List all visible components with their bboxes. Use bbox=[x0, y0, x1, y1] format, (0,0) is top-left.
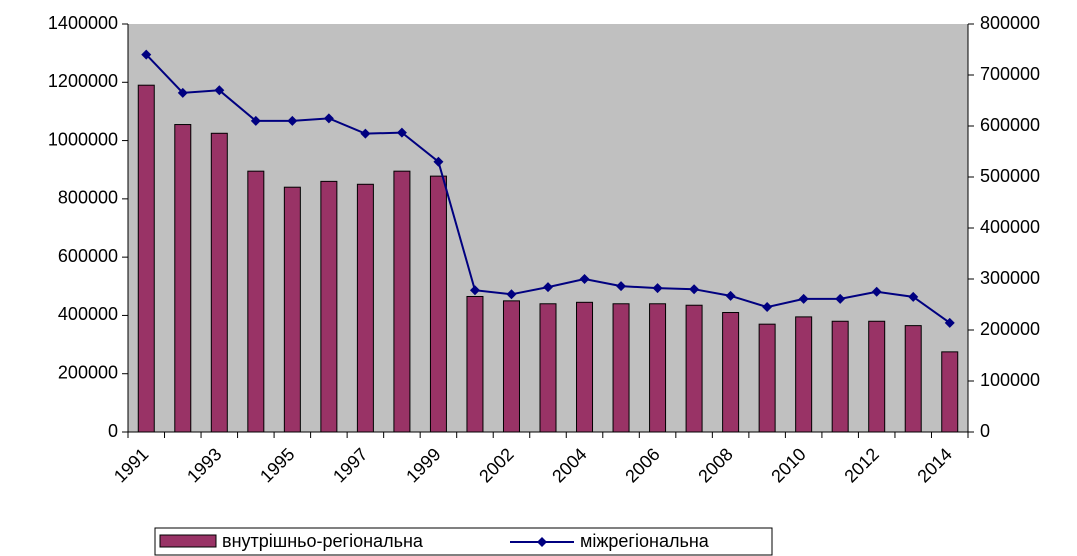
bar bbox=[429, 175, 447, 433]
legend-marker bbox=[537, 537, 547, 547]
marker bbox=[323, 113, 334, 124]
x-tick-label: 2014 bbox=[913, 444, 955, 486]
y2-tick-label: 100000 bbox=[980, 370, 1040, 390]
y2-tick-label: 800000 bbox=[980, 13, 1040, 33]
marker bbox=[835, 293, 846, 304]
marker bbox=[616, 281, 627, 292]
bar bbox=[393, 170, 411, 433]
x-tick-label: 2004 bbox=[548, 444, 590, 486]
y-tick-label: 600000 bbox=[58, 246, 118, 266]
y-tick-label: 200000 bbox=[58, 362, 118, 382]
y-tick-label: 400000 bbox=[58, 304, 118, 324]
x-tick-label: 2008 bbox=[694, 444, 736, 486]
y2-tick-label: 400000 bbox=[980, 217, 1040, 237]
marker bbox=[360, 128, 371, 139]
y-tick-label: 1000000 bbox=[48, 129, 118, 149]
marker bbox=[469, 285, 480, 296]
marker bbox=[433, 156, 444, 167]
y-tick-label: 1400000 bbox=[48, 13, 118, 33]
marker bbox=[689, 284, 700, 295]
y2-tick-label: 300000 bbox=[980, 268, 1040, 288]
legend-label: міжрегіональна bbox=[580, 531, 710, 551]
bar bbox=[941, 351, 959, 433]
y-tick-label: 0 bbox=[108, 421, 118, 441]
marker bbox=[250, 115, 261, 126]
legend-box bbox=[154, 527, 773, 556]
bar bbox=[283, 186, 301, 433]
marker bbox=[396, 127, 407, 138]
marker bbox=[506, 289, 517, 300]
legend-swatch bbox=[159, 534, 217, 548]
marker bbox=[579, 274, 590, 284]
x-tick-label: 2010 bbox=[767, 444, 809, 486]
y2-tick-label: 200000 bbox=[980, 319, 1040, 339]
marker bbox=[908, 291, 919, 302]
marker bbox=[214, 85, 225, 96]
bar bbox=[795, 316, 813, 433]
y2-tick-label: 0 bbox=[980, 421, 990, 441]
bar bbox=[649, 303, 667, 433]
marker bbox=[177, 87, 188, 98]
y2-tick-label: 600000 bbox=[980, 115, 1040, 135]
marker bbox=[798, 293, 809, 304]
bar bbox=[137, 84, 155, 433]
y-tick-label: 1200000 bbox=[48, 71, 118, 91]
x-tick-label: 1995 bbox=[256, 444, 298, 486]
bar bbox=[356, 183, 374, 433]
bar bbox=[758, 323, 776, 433]
marker bbox=[762, 302, 773, 313]
bar bbox=[539, 303, 557, 433]
x-tick-label: 2012 bbox=[840, 444, 882, 486]
marker bbox=[652, 283, 663, 294]
marker bbox=[287, 115, 298, 126]
x-tick-label: 1993 bbox=[183, 444, 225, 486]
bar bbox=[868, 320, 886, 433]
marker bbox=[944, 317, 955, 328]
bar bbox=[247, 170, 265, 433]
bar bbox=[466, 295, 484, 433]
bar bbox=[904, 325, 922, 433]
x-tick-label: 1997 bbox=[329, 444, 371, 486]
x-tick-label: 1991 bbox=[110, 444, 152, 486]
x-tick-label: 2002 bbox=[475, 444, 517, 486]
bar bbox=[502, 300, 520, 433]
y-tick-label: 800000 bbox=[58, 188, 118, 208]
y2-tick-label: 500000 bbox=[980, 166, 1040, 186]
bar bbox=[685, 304, 703, 433]
marker bbox=[871, 286, 882, 297]
marker bbox=[141, 49, 152, 60]
bar bbox=[174, 124, 192, 433]
marker bbox=[725, 290, 736, 301]
bar bbox=[612, 303, 630, 433]
bar bbox=[320, 180, 338, 433]
legend-label: внутрішньо-регіональна bbox=[222, 531, 424, 551]
bar bbox=[722, 312, 740, 433]
y2-tick-label: 700000 bbox=[980, 64, 1040, 84]
x-tick-label: 1999 bbox=[402, 444, 444, 486]
marker bbox=[543, 282, 553, 293]
bar bbox=[576, 301, 594, 433]
bar bbox=[831, 320, 849, 433]
x-tick-label: 2006 bbox=[621, 444, 663, 486]
bar bbox=[210, 132, 228, 433]
